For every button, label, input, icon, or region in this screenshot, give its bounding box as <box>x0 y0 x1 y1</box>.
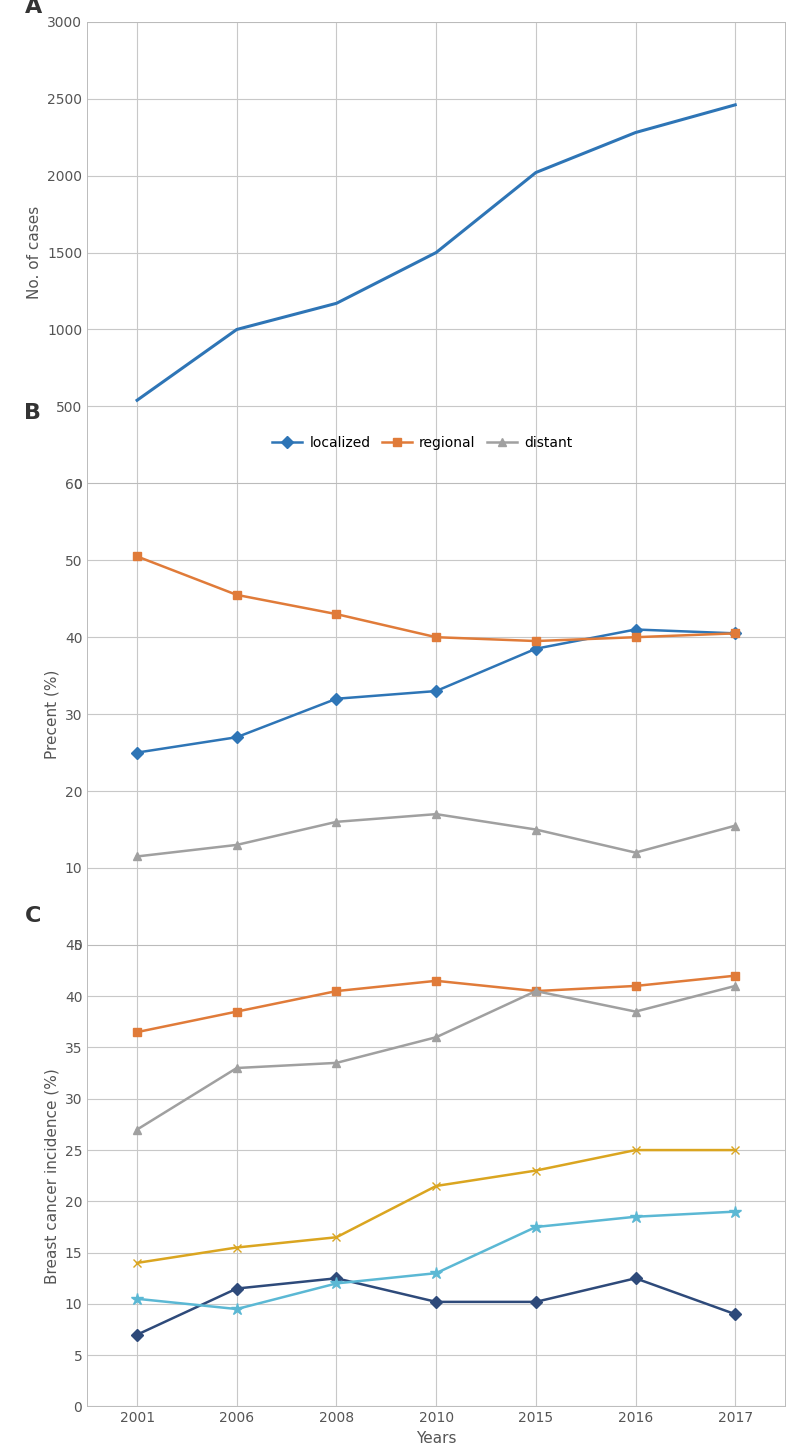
75+ <box>431 1264 441 1282</box>
distant <box>531 821 541 838</box>
Line: 45-59: 45-59 <box>133 982 739 1134</box>
15-29 <box>730 1305 740 1322</box>
30-44 <box>431 972 441 989</box>
regional <box>531 632 541 650</box>
localized <box>331 690 341 708</box>
localized <box>730 625 740 642</box>
45-59 <box>331 1054 341 1072</box>
75+ <box>132 1290 142 1308</box>
75+ <box>531 1218 541 1235</box>
60-74 <box>232 1238 242 1256</box>
Line: 15-29: 15-29 <box>133 1275 739 1338</box>
15-29 <box>531 1293 541 1311</box>
75+ <box>331 1275 341 1292</box>
45-59 <box>730 977 740 995</box>
45-59 <box>431 1028 441 1045</box>
X-axis label: Years: Years <box>416 1431 457 1446</box>
Line: regional: regional <box>133 552 739 645</box>
45-59 <box>232 1060 242 1077</box>
15-29 <box>232 1280 242 1298</box>
localized <box>132 744 142 761</box>
Line: 75+: 75+ <box>131 1205 741 1315</box>
45-59 <box>531 982 541 999</box>
regional <box>431 628 441 645</box>
distant <box>630 844 640 861</box>
75+ <box>232 1301 242 1318</box>
Line: distant: distant <box>133 811 739 861</box>
distant <box>431 805 441 822</box>
60-74 <box>132 1254 142 1272</box>
45-59 <box>132 1121 142 1138</box>
30-44 <box>730 967 740 985</box>
X-axis label: Years: Years <box>416 507 457 523</box>
45-59 <box>630 1003 640 1021</box>
60-74 <box>730 1141 740 1159</box>
75+ <box>730 1204 740 1221</box>
distant <box>232 837 242 854</box>
regional <box>232 586 242 603</box>
15-29 <box>431 1293 441 1311</box>
30-44 <box>331 982 341 999</box>
75+ <box>630 1208 640 1225</box>
30-44 <box>531 982 541 999</box>
Text: B: B <box>25 403 41 423</box>
localized <box>232 728 242 745</box>
60-74 <box>531 1161 541 1179</box>
distant <box>730 816 740 834</box>
Text: C: C <box>25 906 40 927</box>
localized <box>431 683 441 700</box>
regional <box>331 606 341 624</box>
Legend: localized, regional, distant: localized, regional, distant <box>266 431 578 455</box>
localized <box>630 621 640 638</box>
15-29 <box>331 1270 341 1288</box>
X-axis label: Years: Years <box>416 970 457 985</box>
Line: 60-74: 60-74 <box>133 1146 739 1267</box>
30-44 <box>630 977 640 995</box>
distant <box>331 813 341 831</box>
regional <box>630 628 640 645</box>
30-44 <box>232 1003 242 1021</box>
30-44 <box>132 1024 142 1041</box>
60-74 <box>630 1141 640 1159</box>
localized <box>531 639 541 657</box>
60-74 <box>431 1177 441 1195</box>
Line: 30-44: 30-44 <box>133 972 739 1037</box>
Line: localized: localized <box>133 625 739 757</box>
15-29 <box>630 1270 640 1288</box>
Y-axis label: No. of cases: No. of cases <box>27 206 42 299</box>
Y-axis label: Precent (%): Precent (%) <box>44 670 59 758</box>
Text: A: A <box>25 0 42 17</box>
15-29 <box>132 1325 142 1343</box>
Y-axis label: Breast cancer incidence (%): Breast cancer incidence (%) <box>44 1067 59 1283</box>
distant <box>132 848 142 866</box>
60-74 <box>331 1228 341 1246</box>
regional <box>132 548 142 566</box>
regional <box>730 625 740 642</box>
